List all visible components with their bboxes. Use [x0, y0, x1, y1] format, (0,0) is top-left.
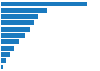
Bar — [1, 33, 25, 38]
Bar — [1, 65, 3, 70]
Bar — [1, 52, 10, 57]
Bar — [1, 58, 6, 63]
Bar — [1, 1, 87, 6]
Bar — [1, 27, 29, 32]
Bar — [1, 14, 38, 19]
Bar — [1, 39, 19, 44]
Bar — [1, 8, 47, 13]
Bar — [1, 20, 34, 25]
Bar — [1, 46, 14, 51]
